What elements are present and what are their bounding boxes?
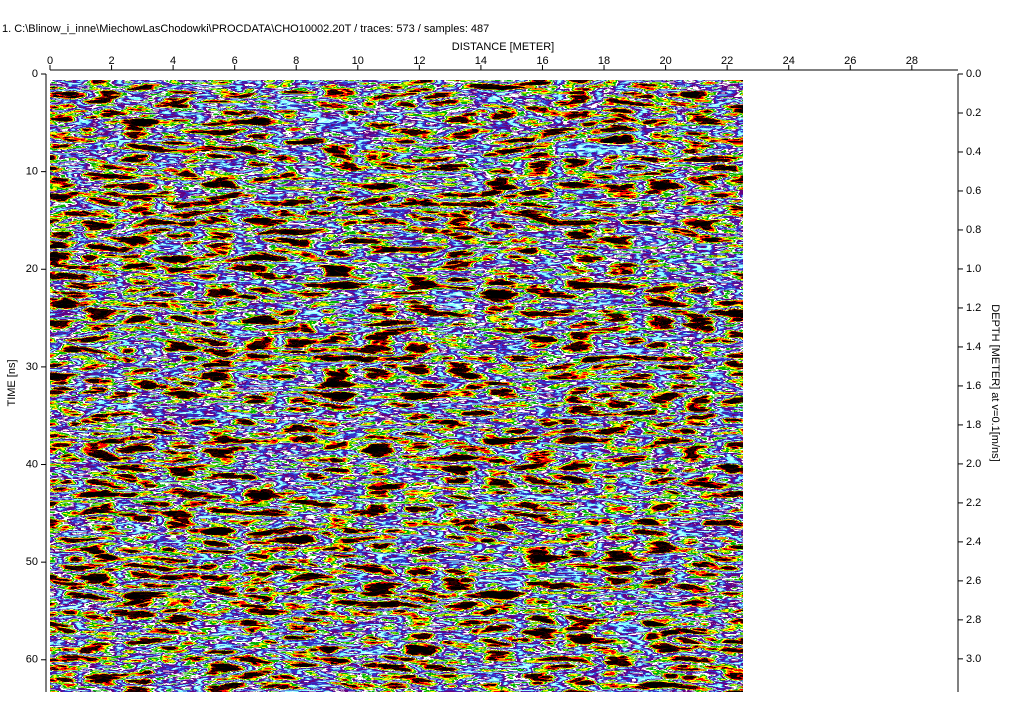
y-tick-label: 30 (26, 361, 38, 373)
x-tick-label: 8 (293, 55, 299, 67)
y-tick-label: 60 (26, 654, 38, 666)
y2-tick-label: 0.4 (966, 146, 981, 158)
x-tick-label: 16 (536, 55, 548, 67)
y2-tick-label: 0.8 (966, 224, 981, 236)
y2-axis-label: DEPTH [METER] at v=0.1[m/ns] (989, 304, 1001, 461)
x-tick-label: 18 (598, 55, 610, 67)
x-tick-label: 0 (47, 55, 53, 67)
y2-tick-label: 2.8 (966, 614, 981, 626)
x-tick-label: 26 (844, 55, 856, 67)
x-tick-label: 10 (352, 55, 364, 67)
x-tick-label: 28 (906, 55, 918, 67)
y2-tick-label: 0.6 (966, 185, 981, 197)
y-tick-label: 40 (26, 458, 38, 470)
y2-tick-label: 0.0 (966, 68, 981, 80)
y2-tick-label: 1.2 (966, 302, 981, 314)
plot-layer: 0 2 4 6 8 10 12 14 16 18 20 22 24 26 2801020304050600.… (26, 55, 981, 692)
y-tick-label: 20 (26, 263, 38, 275)
x-axis-label: DISTANCE [METER] (452, 41, 554, 53)
y2-tick-label: 1.4 (966, 341, 981, 353)
x-tick-label: 22 (721, 55, 733, 67)
y-tick-label: 0 (32, 68, 38, 80)
y2-tick-label: 2.2 (966, 497, 981, 509)
y2-tick-label: 1.0 (966, 263, 981, 275)
y2-tick-label: 2.0 (966, 458, 981, 470)
y2-tick-label: 1.8 (966, 419, 981, 431)
x-tick-label: 12 (413, 55, 425, 67)
y2-tick-label: 1.6 (966, 380, 981, 392)
y-tick-label: 50 (26, 556, 38, 568)
radargram-image (50, 80, 743, 692)
x-tick-label: 4 (170, 55, 176, 67)
x-tick-label: 24 (783, 55, 795, 67)
y2-tick-label: 2.6 (966, 575, 981, 587)
x-tick-label: 6 (232, 55, 238, 67)
window-title: 1. C:\Blinow_i_inne\MiechowLasChodowki\P… (2, 23, 489, 35)
y2-tick-label: 2.4 (966, 536, 981, 548)
x-tick-label: 2 (108, 55, 114, 67)
y-axis-label: TIME [ns] (6, 359, 18, 406)
y-tick-label: 10 (26, 166, 38, 178)
x-tick-label: 20 (659, 55, 671, 67)
x-tick-label: 14 (475, 55, 487, 67)
y2-tick-label: 3.0 (966, 653, 981, 665)
y2-tick-label: 0.2 (966, 107, 981, 119)
